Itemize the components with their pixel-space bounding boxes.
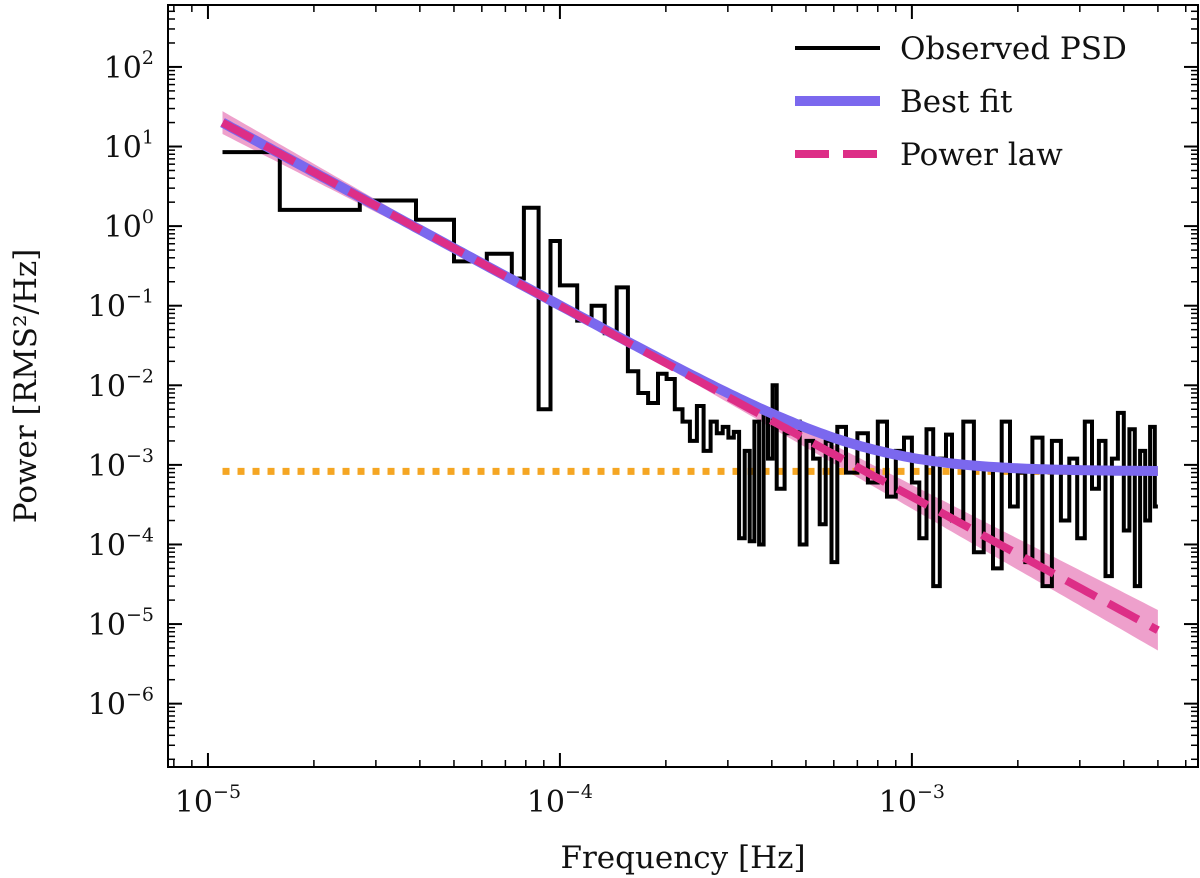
observed-psd-line	[222, 150, 1158, 589]
x-tick-label: 10−4	[527, 781, 593, 820]
power-law-layer	[220, 119, 1160, 634]
y-tick-label: 100	[104, 206, 154, 245]
y-axis-label: Power [RMS²/Hz]	[8, 249, 44, 524]
y-tick-label: 10−6	[88, 684, 154, 723]
legend: Observed PSD Best fit Power law	[795, 31, 1127, 173]
y-tick-label: 102	[104, 47, 154, 86]
y-tick-label: 10−4	[88, 524, 154, 563]
x-tick-label: 10−3	[879, 781, 945, 820]
y-tick-label: 101	[104, 127, 154, 166]
legend-label: Best fit	[900, 84, 1013, 120]
x-axis-label: Frequency [Hz]	[560, 840, 805, 876]
y-tick-label: 10−5	[88, 604, 154, 643]
x-tick-labels: 10−5 10−4 10−3	[175, 781, 945, 820]
best-fit-line	[220, 118, 1158, 476]
plot-frame	[167, 4, 1199, 768]
best-fit-layer	[220, 118, 1158, 476]
y-tick-label: 10−3	[88, 445, 154, 484]
y-tick-label: 10−2	[88, 365, 154, 404]
y-tick-label: 10−1	[88, 286, 154, 325]
legend-label: Observed PSD	[900, 31, 1127, 67]
axis-ticks	[168, 4, 1198, 767]
legend-label: Power law	[900, 137, 1063, 173]
power-law-line	[220, 119, 1160, 634]
x-tick-label: 10−5	[175, 781, 241, 820]
y-tick-labels: 10−6 10−5 10−4 10−3 10−2 10−1 100 101 102	[88, 47, 154, 723]
observed-psd-layer	[222, 150, 1158, 589]
